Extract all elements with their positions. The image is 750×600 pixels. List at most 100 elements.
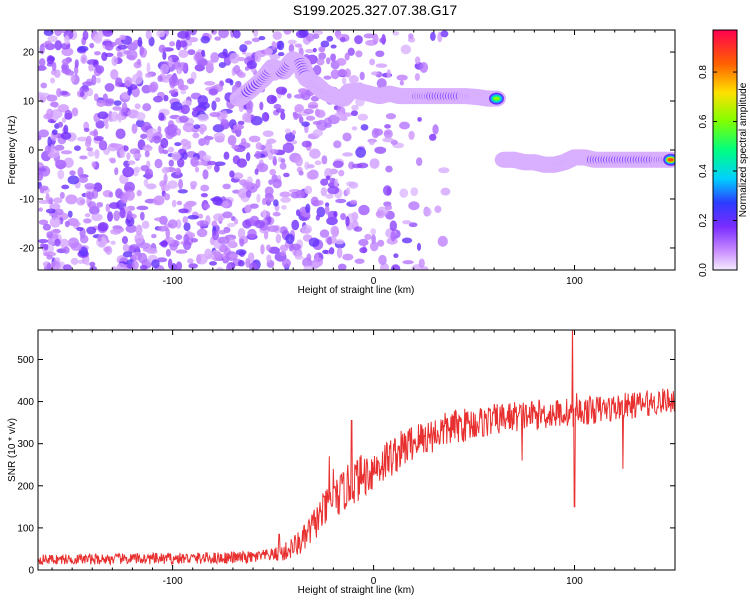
snr-x-label: Height of straight line (km) <box>298 585 415 596</box>
noise-blob <box>294 43 302 48</box>
noise-blob <box>162 51 167 60</box>
noise-blob <box>65 194 78 205</box>
noise-blob <box>183 202 195 208</box>
noise-blob <box>45 193 50 203</box>
noise-blob <box>192 132 200 139</box>
noise-blob <box>414 73 420 81</box>
noise-blob <box>175 234 183 240</box>
noise-blob <box>372 33 379 45</box>
noise-blob <box>223 151 230 160</box>
noise-blob <box>316 206 326 218</box>
noise-blob <box>285 233 295 244</box>
noise-blob <box>371 127 380 139</box>
noise-blob <box>351 211 359 222</box>
x-tick-label: 100 <box>566 276 583 287</box>
noise-blob <box>218 229 227 235</box>
noise-blob <box>205 60 214 69</box>
noise-blob <box>186 78 195 85</box>
noise-blob <box>256 162 269 173</box>
noise-blob <box>46 94 58 102</box>
noise-blob <box>38 65 47 71</box>
noise-blob <box>307 104 319 109</box>
noise-blob <box>354 35 363 45</box>
noise-blob <box>217 236 230 245</box>
noise-blob <box>272 155 277 166</box>
noise-blob <box>283 30 292 35</box>
noise-blob <box>198 138 206 147</box>
noise-blob <box>244 204 252 214</box>
noise-blob <box>269 148 279 155</box>
noise-blob <box>330 44 337 49</box>
noise-blob <box>333 140 342 149</box>
noise-blob <box>188 263 198 269</box>
noise-blob <box>151 259 160 269</box>
noise-blob <box>337 263 347 270</box>
noise-blob <box>242 112 252 123</box>
noise-blob <box>51 129 58 136</box>
noise-blob <box>87 201 97 209</box>
y-tick-label: 0 <box>28 566 34 577</box>
noise-blob <box>42 223 52 231</box>
noise-blob <box>67 175 80 185</box>
colorbar-tick-label: 0.8 <box>698 65 709 79</box>
noise-blob <box>213 132 226 141</box>
noise-blob <box>167 146 175 153</box>
noise-blob <box>357 113 369 121</box>
noise-blob <box>183 222 191 232</box>
noise-blob <box>212 195 223 206</box>
noise-blob <box>329 177 336 185</box>
noise-blob <box>187 214 200 220</box>
noise-blob <box>168 89 177 95</box>
noise-blob <box>134 233 144 244</box>
noise-blob <box>416 242 422 251</box>
snr-panel: -100 0 100 0 100 200 300 400 500 Height of stra… <box>7 329 676 596</box>
noise-blob <box>95 77 101 84</box>
noise-blob <box>291 130 297 135</box>
x-tick-label: -100 <box>163 276 183 287</box>
noise-blob <box>56 87 62 98</box>
noise-blob <box>169 41 176 47</box>
noise-blob <box>119 149 126 159</box>
noise-blob <box>136 58 142 66</box>
noise-blob <box>368 140 375 146</box>
noise-blob <box>161 166 170 174</box>
noise-blob <box>38 135 42 141</box>
noise-blob <box>40 82 48 89</box>
colorbar-label: Normalized spectral amplitude <box>738 82 749 217</box>
noise-blob <box>219 244 226 253</box>
noise-blob <box>93 93 99 102</box>
noise-blob <box>187 258 194 264</box>
noise-blob <box>211 220 218 228</box>
colorbar-tick-label: 0.0 <box>698 263 709 277</box>
noise-blob <box>86 147 94 152</box>
noise-blob <box>111 55 118 67</box>
noise-blob <box>158 112 165 121</box>
noise-blob <box>402 260 414 265</box>
noise-blob <box>171 199 177 208</box>
noise-blob <box>305 115 316 121</box>
noise-blob <box>157 125 162 135</box>
noise-blob <box>229 170 235 178</box>
noise-blob <box>89 42 95 49</box>
noise-blob <box>117 44 128 50</box>
noise-blob <box>136 205 149 211</box>
noise-blob <box>190 71 197 81</box>
noise-blob <box>78 176 88 184</box>
snr-y-axis: 0 100 200 300 400 500 <box>17 355 675 577</box>
noise-blob <box>440 187 451 196</box>
noise-blob <box>269 168 276 176</box>
noise-blob <box>182 122 195 133</box>
noise-blob <box>379 37 387 44</box>
noise-blob <box>127 160 136 165</box>
noise-blob <box>233 218 239 225</box>
noise-blob <box>52 102 59 108</box>
noise-blob <box>192 107 204 112</box>
noise-blob <box>280 196 292 203</box>
snr-frame <box>37 329 676 571</box>
noise-blob <box>168 75 180 87</box>
noise-blob <box>378 254 387 265</box>
noise-blob <box>144 168 154 180</box>
noise-blob <box>440 30 449 38</box>
noise-blob <box>91 161 97 168</box>
